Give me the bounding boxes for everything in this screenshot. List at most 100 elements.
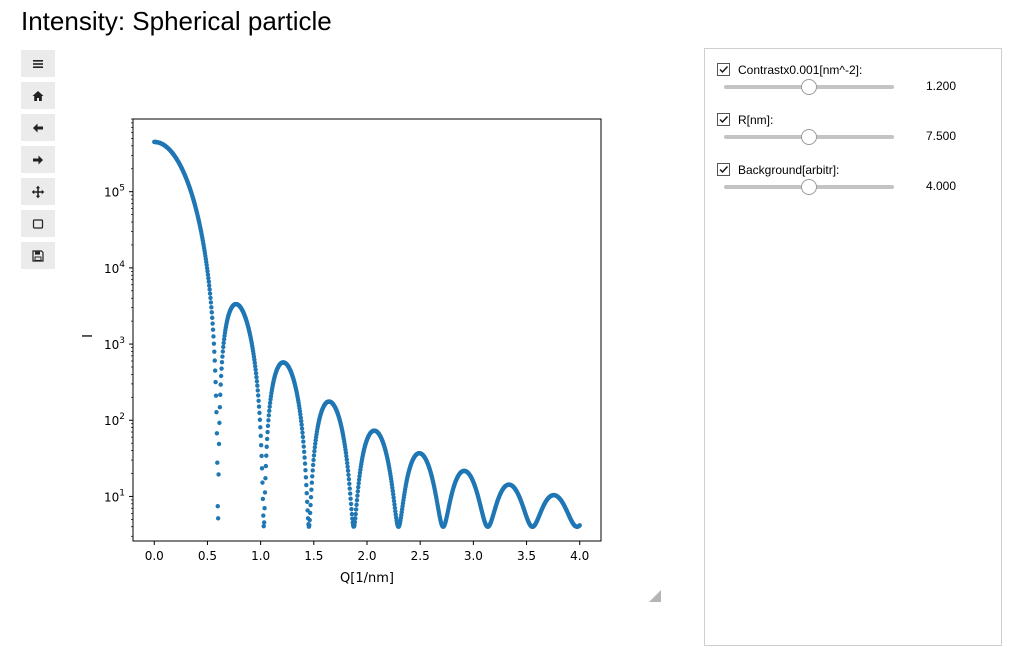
data-point	[209, 305, 214, 310]
data-point	[208, 295, 213, 301]
data-point	[264, 453, 269, 458]
data-point	[258, 443, 264, 448]
parameter-panel: Contrastx0.001[nm^-2]: 1.200 R[nm]: 7.50…	[704, 48, 1002, 646]
data-point	[258, 433, 263, 438]
data-point	[216, 472, 221, 477]
data-point	[298, 412, 303, 417]
data-point	[261, 524, 266, 529]
data-point	[267, 400, 273, 406]
x-axis-ticks: 0.0 0.5 1.0 1.5 2.0 2.5 3.0 3.5 4.0	[145, 541, 589, 563]
data-point	[212, 349, 217, 354]
radius-slider[interactable]	[724, 129, 894, 145]
data-point	[393, 509, 398, 514]
menu-button[interactable]	[21, 50, 55, 77]
data-point	[260, 480, 265, 485]
data-point	[259, 453, 264, 459]
data-point	[256, 404, 262, 409]
data-point	[307, 517, 312, 523]
intensity-plot[interactable]: 0.0 0.5 1.0 1.5 2.0 2.5 3.0 3.5 4.0 101 102 103 104…	[70, 110, 630, 590]
data-point	[264, 436, 270, 442]
data-point	[304, 482, 309, 488]
data-point	[347, 491, 353, 496]
y-tick-label: 105	[104, 184, 125, 200]
data-point	[310, 468, 315, 473]
radius-checkbox[interactable]	[717, 113, 730, 126]
data-point	[265, 429, 270, 435]
y-tick-label: 102	[104, 412, 125, 428]
pan-button[interactable]	[21, 178, 55, 205]
data-point	[299, 422, 304, 427]
contrast-checkbox[interactable]	[717, 63, 730, 76]
data-point	[211, 341, 217, 346]
data-point	[266, 418, 271, 423]
data-point	[207, 283, 212, 288]
data-point	[345, 460, 350, 466]
data-point	[391, 498, 397, 504]
save-button[interactable]	[21, 242, 55, 269]
data-point	[255, 393, 261, 398]
data-point	[209, 310, 214, 315]
data-point	[307, 510, 313, 516]
data-point	[215, 460, 220, 465]
data-point	[577, 523, 582, 528]
data-point	[263, 463, 269, 469]
data-point	[301, 439, 306, 444]
y-axis-label: I	[81, 334, 96, 338]
contrast-value: 1.200	[925, 79, 956, 93]
data-point	[219, 366, 224, 371]
data-point	[301, 449, 307, 455]
data-point	[310, 462, 316, 468]
data-point	[218, 392, 223, 397]
contrast-slider[interactable]	[724, 79, 894, 95]
y-tick-label: 101	[104, 488, 125, 504]
data-point	[356, 481, 361, 486]
data-point	[210, 321, 215, 326]
zoom-rect-button[interactable]	[21, 210, 55, 237]
data-point	[356, 485, 361, 490]
data-point	[348, 496, 353, 501]
x-tick-label: 1.5	[304, 549, 323, 563]
data-point	[345, 464, 350, 469]
background-slider[interactable]	[724, 179, 894, 195]
y-axis-ticks: 101 102 103 104 105	[104, 118, 133, 537]
chart-svg: 0.0 0.5 1.0 1.5 2.0 2.5 3.0 3.5 4.0 101 102 103 104…	[81, 118, 602, 586]
x-tick-label: 3.5	[517, 549, 536, 563]
data-point	[208, 300, 214, 305]
data-point	[205, 269, 210, 274]
data-point	[309, 487, 314, 492]
home-button[interactable]	[21, 82, 55, 109]
data-point	[221, 344, 226, 350]
data-point	[390, 488, 395, 494]
data-point	[221, 337, 227, 342]
back-button[interactable]	[21, 114, 55, 141]
data-point	[266, 413, 272, 418]
contrast-slider-thumb[interactable]	[801, 79, 817, 95]
data-point	[309, 480, 315, 485]
save-icon	[32, 249, 44, 262]
background-slider-thumb[interactable]	[801, 179, 817, 195]
home-icon	[32, 90, 44, 101]
data-point	[213, 393, 219, 398]
back-arrow-icon	[33, 123, 43, 132]
data-point	[390, 492, 396, 497]
background-checkbox[interactable]	[717, 163, 730, 176]
data-point	[264, 444, 269, 449]
x-tick-label: 0.0	[145, 549, 164, 563]
plot-toolbar	[21, 50, 55, 274]
data-point	[308, 502, 313, 508]
data-point	[265, 423, 271, 429]
checkmark-icon	[719, 66, 729, 74]
data-point	[303, 468, 308, 473]
resize-handle[interactable]	[649, 590, 661, 602]
contrast-label: Contrastx0.001[nm^-2]:	[738, 63, 863, 77]
data-point	[209, 315, 215, 320]
data-point	[344, 457, 349, 462]
data-point	[344, 453, 349, 459]
data-point	[207, 291, 213, 296]
radius-slider-thumb[interactable]	[801, 129, 817, 145]
forward-button[interactable]	[21, 146, 55, 173]
x-tick-label: 3.0	[464, 549, 483, 563]
y-tick-label: 103	[104, 336, 125, 352]
data-point	[216, 441, 222, 447]
data-point	[302, 455, 307, 460]
